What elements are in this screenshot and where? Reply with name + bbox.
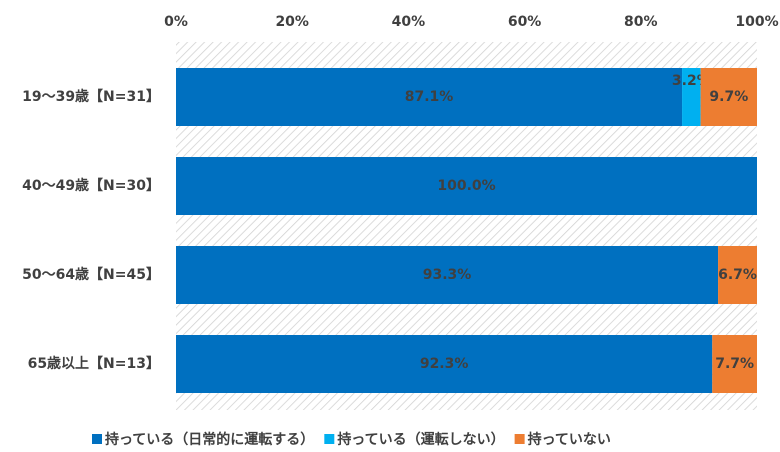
x-tick-label: 60% [508, 14, 542, 30]
bar-segment [176, 157, 757, 215]
category-label: 19〜39歳【N=31】 [22, 88, 160, 105]
legend-swatch [92, 434, 102, 444]
bar-segment [176, 68, 683, 126]
x-tick-label: 20% [275, 14, 309, 30]
bar-segment [176, 246, 719, 304]
bar-segment [176, 335, 713, 393]
x-tick-label: 80% [624, 14, 658, 30]
value-label: 92.3% [420, 356, 469, 372]
legend-swatch [514, 434, 525, 444]
x-tick-label: 40% [392, 14, 426, 30]
value-label: 9.7% [709, 89, 748, 105]
value-label: 100.0% [437, 178, 495, 194]
legend-swatch [324, 434, 335, 444]
category-label: 40〜49歳【N=30】 [22, 177, 160, 194]
category-label: 50〜64歳【N=45】 [22, 266, 160, 283]
x-tick-label: 0% [164, 14, 188, 30]
value-label: 93.3% [423, 267, 472, 283]
value-label: 7.7% [715, 356, 754, 372]
bar-segment [712, 335, 757, 393]
legend-label: 持っている（日常的に運転する） [105, 431, 314, 448]
value-label: 6.7% [718, 267, 757, 283]
legend-label: 持っていない [528, 431, 611, 448]
bar-segment [700, 68, 757, 126]
bar-segment [718, 246, 757, 304]
bar-segment [682, 68, 701, 126]
value-label: 87.1% [405, 89, 454, 105]
x-tick-label: 100% [735, 14, 778, 30]
legend-label: 持っている（運転しない） [337, 431, 504, 448]
category-label: 65歳以上【N=13】 [28, 355, 160, 372]
